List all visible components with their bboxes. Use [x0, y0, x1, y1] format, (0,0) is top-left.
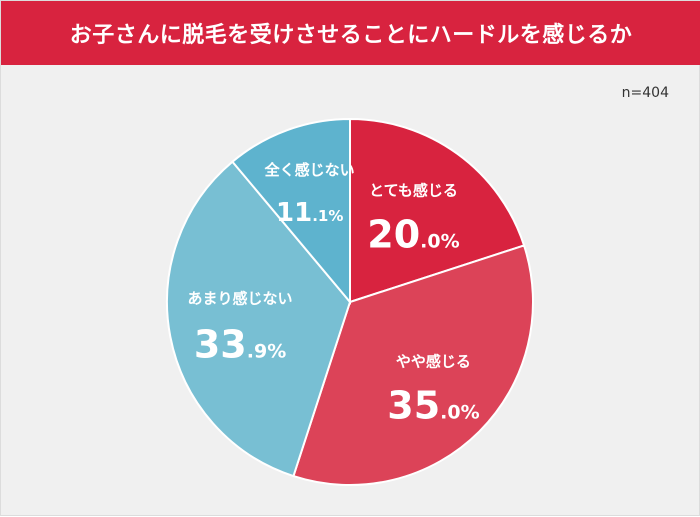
sample-size-label: n=404: [621, 85, 669, 101]
slice-value-label: 33.9%: [194, 322, 286, 366]
chart-title: お子さんに脱毛を受けさせることにハードルを感じるか: [69, 23, 633, 48]
slice-value-label: 35.0%: [387, 383, 479, 427]
slice-category-label: 全く感じない: [264, 161, 355, 179]
pie-slice-3: [166, 160, 352, 478]
pie-slice-1: [349, 117, 526, 304]
slice-category-label: あまり感じない: [188, 289, 293, 307]
slice-value-label: 11.1%: [276, 198, 343, 228]
pie-slices: [166, 117, 534, 486]
title-bar: お子さんに脱毛を受けさせることにハードルを感じるか: [1, 1, 700, 65]
pie-slice-4: [231, 117, 351, 305]
pie-slice-2: [292, 244, 534, 486]
pie-labels: とても感じる 20.0% やや感じる 35.0% あまり感じない 33.9% 全く感じない 1…: [188, 161, 480, 427]
slice-value-label: 20.0%: [367, 213, 459, 257]
slice-category-label: やや感じる: [396, 352, 471, 370]
slice-category-label: とても感じる: [369, 182, 458, 200]
